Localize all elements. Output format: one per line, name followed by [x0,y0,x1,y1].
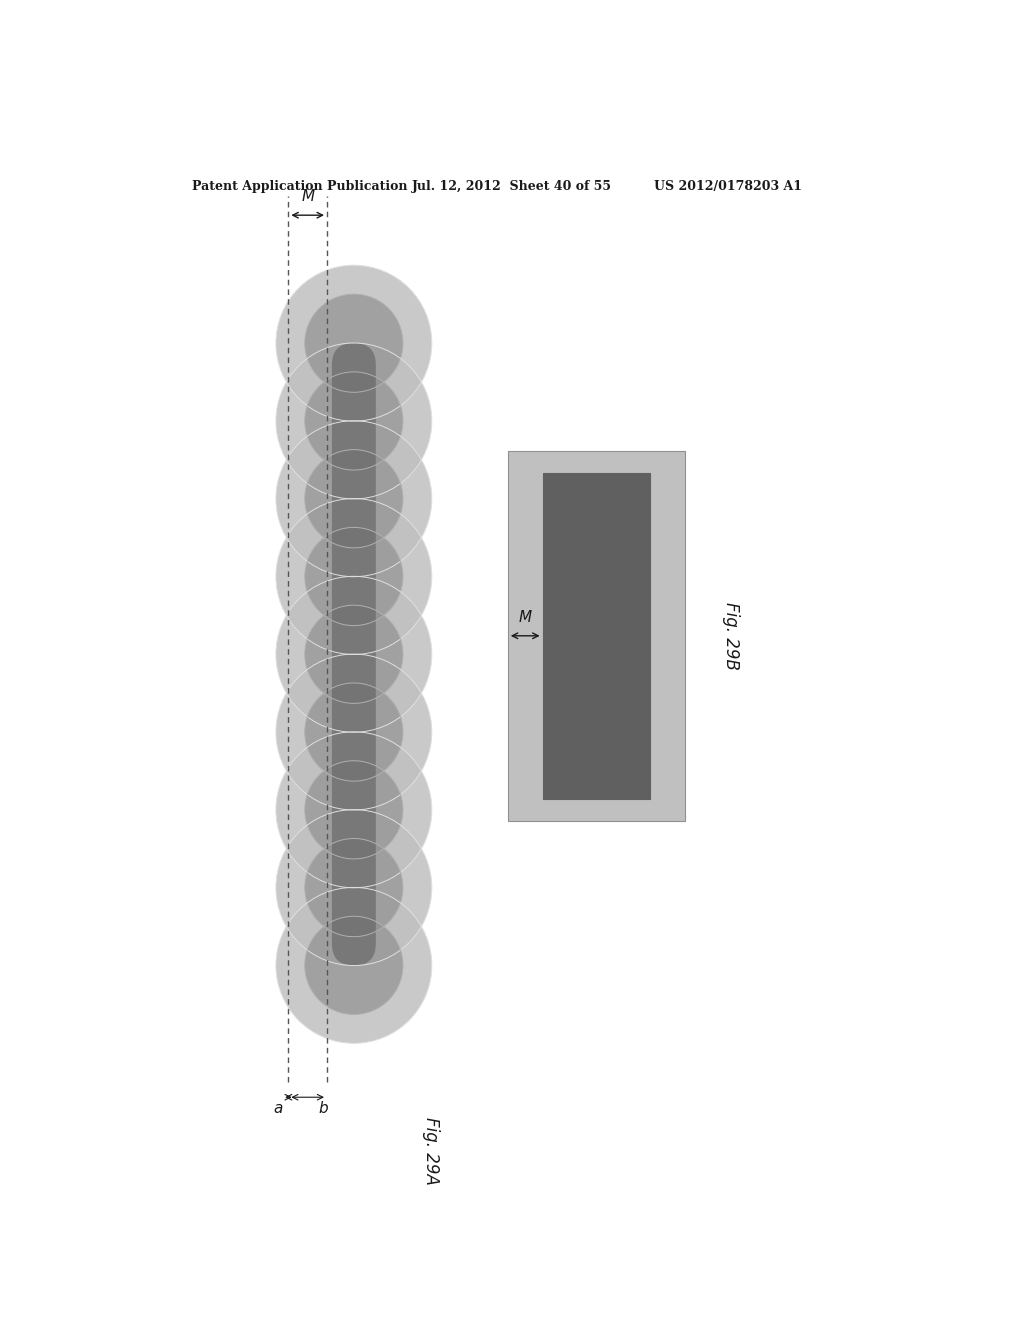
Text: b: b [318,1101,328,1117]
Bar [508,451,685,821]
Text: Fig. 29B: Fig. 29B [722,602,740,669]
Text: M: M [301,189,314,205]
Text: Fig. 29A: Fig. 29A [422,1117,440,1185]
Bar [543,473,650,799]
Circle shape [275,343,432,499]
Circle shape [305,605,403,704]
Circle shape [305,838,403,937]
Circle shape [275,655,432,810]
Circle shape [305,294,403,392]
Circle shape [305,682,403,781]
Circle shape [275,731,432,888]
Text: Patent Application Publication: Patent Application Publication [193,181,408,194]
Circle shape [275,887,432,1043]
Circle shape [275,577,432,733]
FancyBboxPatch shape [332,343,376,965]
Text: Jul. 12, 2012  Sheet 40 of 55: Jul. 12, 2012 Sheet 40 of 55 [412,181,611,194]
Circle shape [275,809,432,965]
Text: a: a [273,1101,283,1117]
Circle shape [275,499,432,655]
Circle shape [305,450,403,548]
Circle shape [275,421,432,577]
Circle shape [305,760,403,859]
Circle shape [305,916,403,1015]
Circle shape [275,265,432,421]
Text: US 2012/0178203 A1: US 2012/0178203 A1 [654,181,802,194]
Text: M: M [518,610,531,626]
Circle shape [305,372,403,470]
Circle shape [305,528,403,626]
